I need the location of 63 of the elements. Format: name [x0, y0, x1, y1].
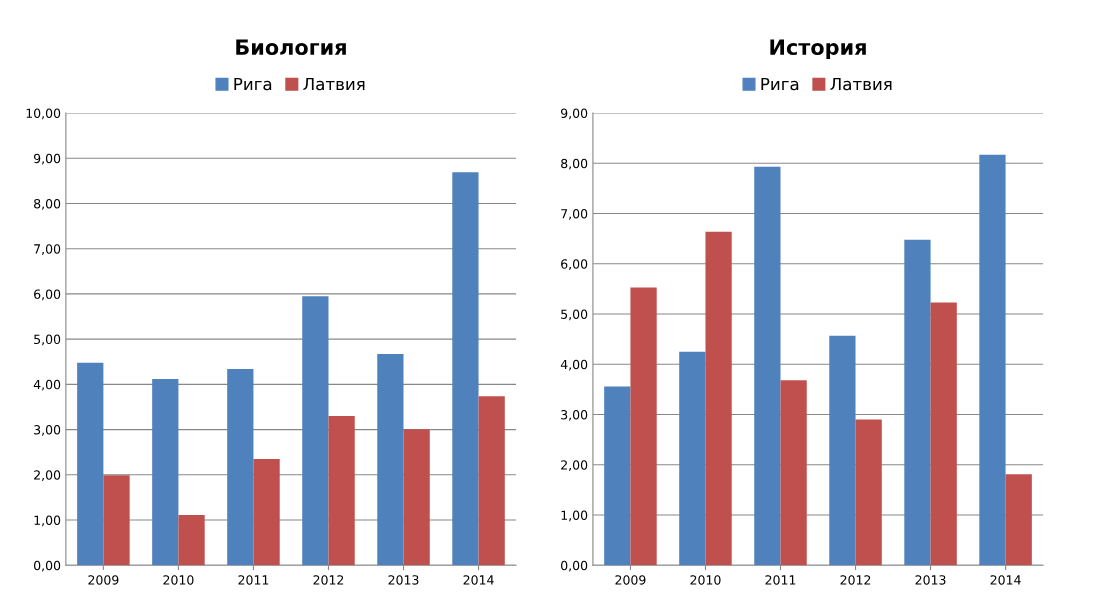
bar [679, 351, 706, 566]
y-tick-label: 3,00 [561, 409, 588, 421]
y-tick-label: 6,00 [34, 289, 61, 301]
bar [705, 231, 732, 566]
x-tick-label: 2013 [915, 575, 946, 585]
x-tick-label: 2012 [840, 575, 871, 585]
bar [377, 354, 404, 566]
bar [152, 378, 179, 566]
y-tick-label: 2,00 [34, 470, 61, 482]
x-tick-label: 2012 [313, 575, 344, 585]
legend-label: Рига [234, 77, 272, 91]
y-tick-label: 4,00 [560, 359, 588, 371]
y-tick-label: 1,00 [34, 515, 61, 527]
legend-label: Латвия [830, 77, 892, 91]
y-tick-label: 8,00 [561, 158, 588, 170]
bar [328, 416, 355, 566]
x-tick-label: 2010 [690, 575, 721, 585]
y-tick-label: 2,00 [561, 460, 588, 471]
y-tick-label: 10,00 [26, 108, 61, 120]
y-tick-label: 6,00 [561, 259, 588, 270]
bar [604, 386, 631, 566]
y-tick-label: 0,00 [34, 560, 61, 572]
bar [630, 287, 657, 566]
y-tick-label: 9,00 [33, 153, 61, 165]
y-tick-label: 5,00 [561, 309, 588, 321]
chart-title: Биология [236, 39, 346, 56]
y-tick-label: 7,00 [34, 244, 61, 255]
x-tick-label: 2014 [990, 575, 1021, 585]
x-tick-label: 2014 [463, 575, 494, 585]
x-tick-label: 2009 [615, 575, 646, 585]
bar [253, 458, 280, 566]
bar [403, 429, 430, 566]
y-tick-label: 9,00 [561, 108, 588, 120]
x-tick-label: 2013 [388, 575, 419, 585]
bar [855, 419, 882, 566]
bar [780, 380, 807, 566]
bar [1005, 474, 1032, 566]
x-tick-label: 2011 [238, 575, 269, 585]
bar [478, 396, 505, 566]
y-tick-label: 4,00 [33, 379, 61, 391]
bar [754, 166, 781, 566]
y-tick-label: 7,00 [561, 209, 588, 220]
bar [103, 475, 130, 566]
x-tick-label: 2010 [163, 575, 194, 585]
bar [930, 302, 957, 566]
legend-label: Рига [761, 77, 799, 91]
x-tick-label: 2009 [88, 575, 119, 585]
bar [302, 296, 329, 566]
bar [452, 172, 479, 566]
y-tick-label: 1,00 [561, 510, 588, 522]
legend-label: Латвия [303, 77, 365, 91]
bar [904, 239, 931, 566]
y-tick-label: 0,00 [561, 560, 588, 572]
chart-title: История [770, 39, 866, 60]
bar [227, 369, 254, 566]
y-tick-label: 5,00 [34, 334, 61, 346]
bar [829, 335, 856, 566]
bar [178, 515, 205, 566]
y-tick-label: 3,00 [34, 425, 61, 436]
x-tick-label: 2011 [765, 575, 796, 585]
y-tick-label: 8,00 [34, 198, 61, 210]
bar [979, 154, 1006, 566]
bar [77, 362, 104, 566]
